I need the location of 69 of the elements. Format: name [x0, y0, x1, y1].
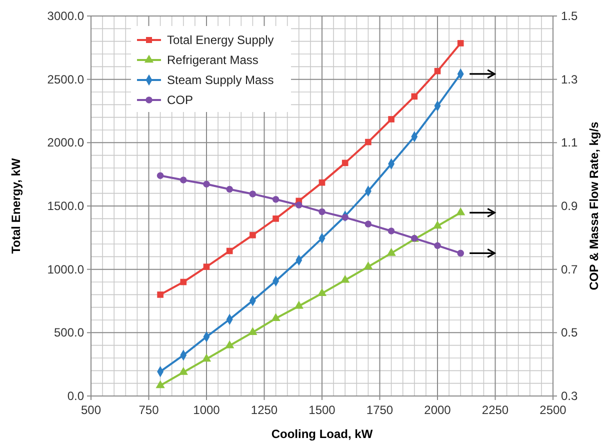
- point: [203, 264, 210, 270]
- x-tick-label: 2500: [540, 403, 567, 417]
- y-tick-label: 1000.0: [47, 262, 84, 276]
- point: [226, 186, 233, 193]
- point: [156, 172, 164, 179]
- point: [296, 202, 302, 208]
- x-tick-label: 500: [80, 403, 102, 417]
- point: [248, 327, 258, 335]
- y2-axis-title: COP & Massa Flow Rate, kg/s: [587, 121, 601, 290]
- point: [157, 292, 164, 298]
- point: [249, 190, 256, 198]
- x-tick-label: 1250: [250, 403, 278, 417]
- point: [432, 220, 442, 229]
- point: [386, 248, 396, 256]
- point: [271, 313, 280, 322]
- point: [318, 208, 326, 216]
- y2-tick-label: 0.3: [561, 389, 578, 403]
- point: [272, 196, 280, 203]
- y-tick-label: 1500.0: [47, 199, 84, 213]
- point: [434, 68, 441, 74]
- point: [156, 380, 165, 388]
- legend-label: Total Energy Supply: [167, 33, 274, 47]
- point: [180, 278, 187, 286]
- point: [294, 300, 304, 309]
- point: [456, 207, 466, 216]
- legend-label: Refrigerant Mass: [167, 53, 258, 67]
- y-tick-label: 0.0: [67, 389, 84, 403]
- point: [411, 93, 418, 100]
- y2-tick-label: 1.1: [561, 136, 578, 150]
- y2-tick-label: 1.3: [561, 72, 578, 86]
- legend-label: COP: [167, 93, 194, 107]
- x-tick-label: 1500: [308, 403, 336, 417]
- point: [457, 250, 464, 257]
- point: [388, 116, 394, 122]
- y2-tick-label: 0.5: [561, 326, 578, 340]
- point: [202, 354, 212, 362]
- point: [250, 232, 256, 238]
- point: [203, 180, 210, 188]
- point: [225, 340, 234, 348]
- x-tick-label: 1750: [366, 403, 394, 417]
- y-tick-label: 2000.0: [47, 136, 84, 150]
- point: [388, 228, 395, 234]
- point: [317, 288, 327, 296]
- point: [178, 366, 188, 375]
- point: [364, 262, 373, 270]
- x-axis-title: Cooling Load, kW: [271, 427, 374, 441]
- x-tick-label: 750: [138, 403, 160, 417]
- x-tick-label: 1000: [193, 403, 220, 417]
- x-tick-label: 2000: [424, 403, 452, 417]
- y-tick-label: 3000.0: [47, 9, 84, 23]
- y-tick-label: 500.0: [54, 326, 84, 340]
- point: [457, 40, 464, 46]
- y2-tick-label: 0.7: [561, 262, 578, 276]
- legend-label: Steam Supply Mass: [167, 73, 274, 87]
- point: [340, 274, 350, 283]
- point: [226, 248, 233, 254]
- point: [342, 214, 348, 221]
- point: [180, 176, 187, 184]
- y-axis-title: Total Energy, kW: [9, 158, 23, 254]
- point: [434, 242, 441, 249]
- point: [318, 179, 326, 186]
- point: [365, 138, 372, 146]
- point: [364, 220, 372, 228]
- point: [342, 160, 348, 166]
- y2-tick-label: 1.5: [561, 9, 578, 23]
- point: [272, 216, 279, 222]
- y-tick-label: 2500.0: [47, 72, 84, 86]
- x-tick-label: 2250: [482, 403, 509, 417]
- y2-tick-label: 0.9: [561, 199, 578, 213]
